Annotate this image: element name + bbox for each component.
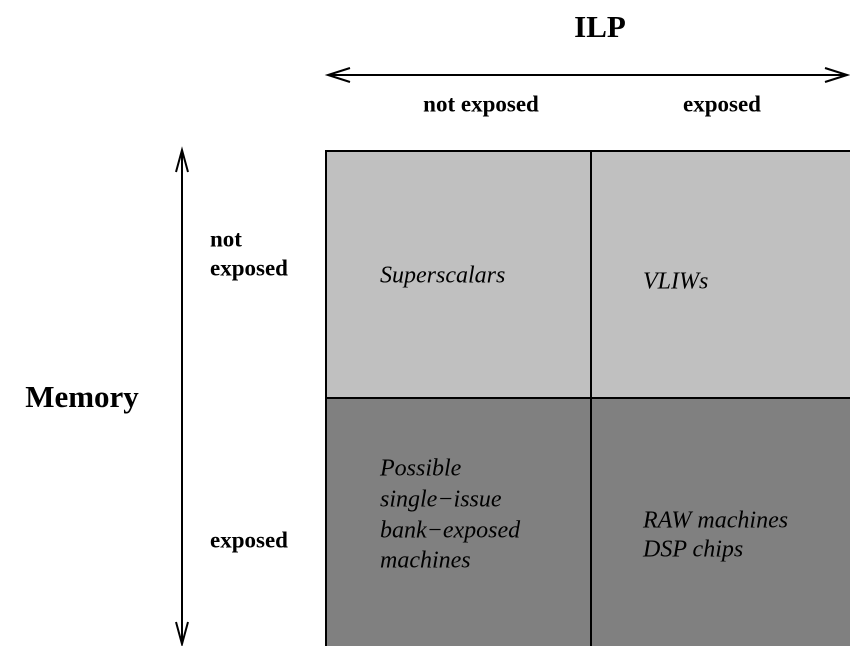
cell-box [590,397,850,646]
cell-text: DSP chips [642,537,743,563]
row-axis-label: Memory [25,379,139,414]
column-label: not exposed [423,91,539,116]
cell-text: bank−exposed [380,518,521,544]
column-label: exposed [683,91,761,116]
row-label: exposed [210,255,288,280]
cell-box [325,150,592,399]
cell-text: machines [380,548,471,574]
cell-text: Superscalars [380,263,505,289]
cell-text: VLIWs [643,269,708,295]
grid [325,150,850,646]
row-label: not [210,226,242,251]
title: ILP [574,9,626,44]
cell-text: RAW machines [642,508,788,534]
cell-text: Possible [379,456,462,482]
row-label: exposed [210,527,288,552]
memory-arrow [175,146,189,646]
cell-text: single−issue [380,487,502,513]
ilp-arrow [324,67,850,83]
cell-box [590,150,850,399]
